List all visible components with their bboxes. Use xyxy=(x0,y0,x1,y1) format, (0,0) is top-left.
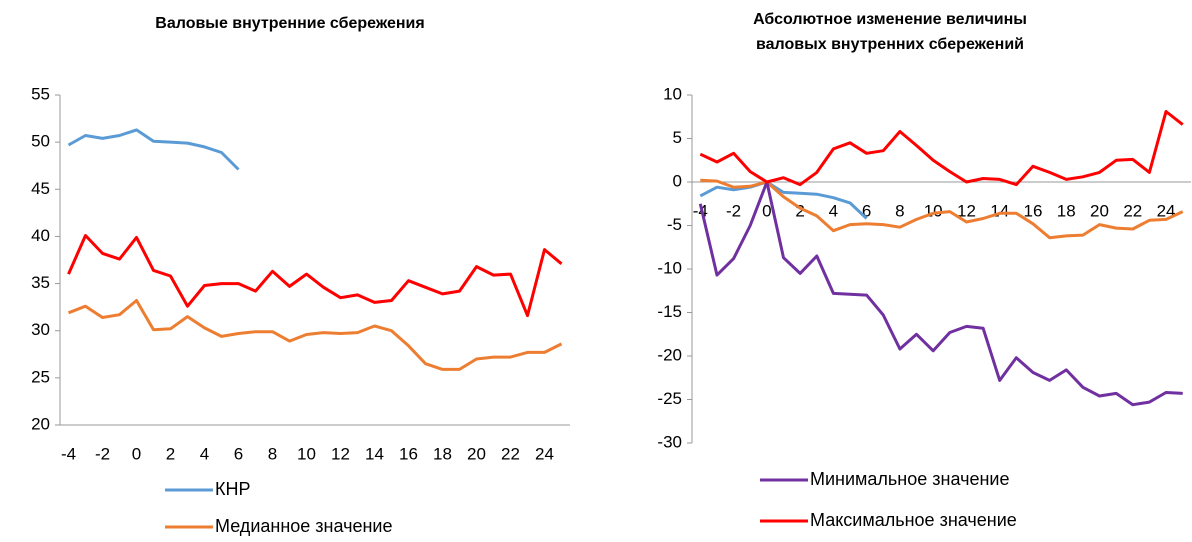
y-tick-label: 45 xyxy=(31,179,50,198)
y-tick-label: 35 xyxy=(31,273,50,292)
y-tick-label: 5 xyxy=(673,128,682,147)
x-tick-label: 12 xyxy=(957,201,976,220)
y-tick-label: -5 xyxy=(667,215,682,234)
x-tick-label: 12 xyxy=(331,444,350,463)
x-tick-label: 10 xyxy=(924,201,943,220)
series-line xyxy=(699,110,1184,187)
chart-title: валовых внутренних сбережений xyxy=(756,36,1024,53)
x-tick-label: 14 xyxy=(365,444,384,463)
x-tick-label: 6 xyxy=(234,444,243,463)
x-tick-label: 16 xyxy=(399,444,418,463)
series-line xyxy=(699,180,868,220)
series-line xyxy=(67,234,563,318)
y-tick-label: -20 xyxy=(657,345,682,364)
series-line xyxy=(700,178,1184,240)
x-tick-label: -2 xyxy=(95,444,110,463)
legend-label: КНР xyxy=(215,479,251,499)
y-tick-label: -15 xyxy=(657,302,682,321)
x-tick-label: -4 xyxy=(61,444,76,463)
x-tick-label: 2 xyxy=(795,201,804,220)
x-tick-label: 0 xyxy=(762,201,771,220)
y-tick-label: 0 xyxy=(673,171,682,190)
x-tick-label: 20 xyxy=(467,444,486,463)
x-tick-label: 8 xyxy=(895,201,904,220)
x-tick-label: 4 xyxy=(829,201,838,220)
x-tick-label: 2 xyxy=(166,444,175,463)
y-tick-label: 20 xyxy=(31,414,50,433)
y-tick-label: 40 xyxy=(31,226,50,245)
legend-label: Медианное значение xyxy=(215,516,393,536)
x-tick-label: 16 xyxy=(1024,201,1043,220)
series-line xyxy=(698,180,1183,407)
x-tick-label: 0 xyxy=(132,444,141,463)
series-line xyxy=(67,128,240,171)
legend-label: Максимальное значение xyxy=(810,510,1017,530)
x-tick-label: 6 xyxy=(862,201,871,220)
chart-title: Абсолютное изменение величины xyxy=(753,11,1027,28)
y-tick-label: -10 xyxy=(657,258,682,277)
x-tick-label: 4 xyxy=(200,444,209,463)
chart-title: Валовые внутренние сбережения xyxy=(155,15,424,32)
legend-label: Минимальное значение xyxy=(810,469,1009,489)
x-tick-label: 24 xyxy=(535,444,554,463)
x-tick-label: 18 xyxy=(433,444,452,463)
x-tick-label: 8 xyxy=(268,444,277,463)
x-tick-label: -2 xyxy=(726,201,741,220)
x-tick-label: 20 xyxy=(1090,201,1109,220)
y-tick-label: 25 xyxy=(31,367,50,386)
x-tick-label: 22 xyxy=(501,444,520,463)
y-tick-label: 10 xyxy=(663,84,682,103)
y-tick-label: -30 xyxy=(657,432,682,451)
y-tick-label: -25 xyxy=(657,389,682,408)
y-tick-label: 50 xyxy=(31,132,50,151)
x-tick-label: 22 xyxy=(1123,201,1142,220)
series-line xyxy=(67,299,563,371)
x-tick-label: 10 xyxy=(297,444,316,463)
y-tick-label: 55 xyxy=(31,84,50,103)
x-tick-label: 18 xyxy=(1057,201,1076,220)
x-tick-label: 14 xyxy=(990,201,1009,220)
y-tick-label: 30 xyxy=(31,320,50,339)
